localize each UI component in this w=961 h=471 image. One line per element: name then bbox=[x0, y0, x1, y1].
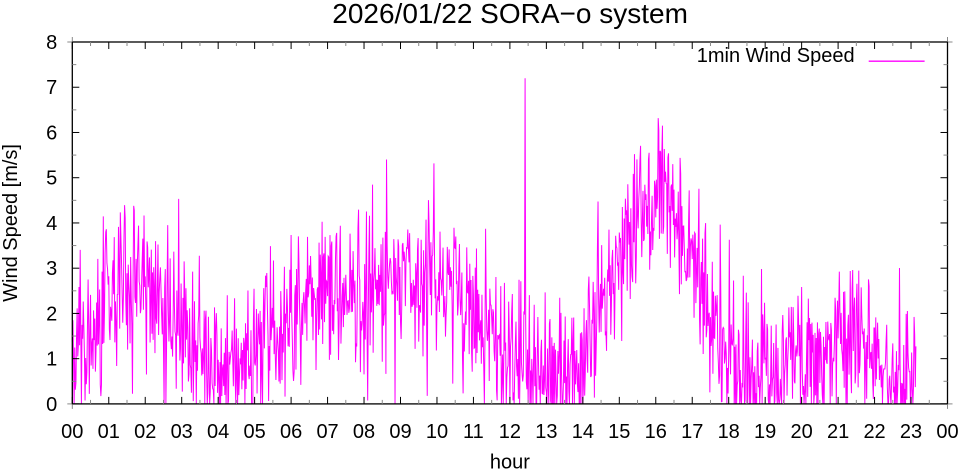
svg-text:01: 01 bbox=[98, 421, 120, 443]
svg-text:12: 12 bbox=[499, 421, 521, 443]
svg-text:Wind Speed [m/s]: Wind Speed [m/s] bbox=[0, 144, 22, 302]
svg-text:0: 0 bbox=[46, 394, 57, 416]
svg-text:2: 2 bbox=[46, 303, 57, 325]
svg-text:00: 00 bbox=[936, 421, 958, 443]
svg-text:17: 17 bbox=[681, 421, 703, 443]
svg-text:8: 8 bbox=[46, 32, 57, 54]
svg-text:23: 23 bbox=[900, 421, 922, 443]
svg-text:07: 07 bbox=[316, 421, 338, 443]
svg-text:02: 02 bbox=[134, 421, 156, 443]
svg-text:13: 13 bbox=[535, 421, 557, 443]
svg-text:04: 04 bbox=[207, 421, 229, 443]
svg-text:09: 09 bbox=[389, 421, 411, 443]
svg-text:1: 1 bbox=[46, 349, 57, 371]
svg-text:03: 03 bbox=[171, 421, 193, 443]
svg-text:22: 22 bbox=[863, 421, 885, 443]
svg-text:00: 00 bbox=[61, 421, 83, 443]
svg-text:19: 19 bbox=[754, 421, 776, 443]
svg-text:3: 3 bbox=[46, 258, 57, 280]
svg-text:11: 11 bbox=[463, 421, 484, 443]
svg-text:08: 08 bbox=[353, 421, 375, 443]
svg-text:05: 05 bbox=[244, 421, 266, 443]
svg-text:6: 6 bbox=[46, 122, 57, 144]
svg-text:2026/01/22 SORA−o system: 2026/01/22 SORA−o system bbox=[332, 0, 688, 29]
svg-text:10: 10 bbox=[426, 421, 448, 443]
svg-text:4: 4 bbox=[46, 213, 57, 235]
svg-text:18: 18 bbox=[718, 421, 740, 443]
svg-text:20: 20 bbox=[791, 421, 813, 443]
svg-text:16: 16 bbox=[645, 421, 667, 443]
svg-text:06: 06 bbox=[280, 421, 302, 443]
svg-text:7: 7 bbox=[46, 77, 57, 99]
svg-text:21: 21 bbox=[827, 421, 849, 443]
svg-text:hour: hour bbox=[490, 452, 530, 471]
svg-text:14: 14 bbox=[572, 421, 594, 443]
svg-text:1min Wind Speed: 1min Wind Speed bbox=[697, 45, 855, 67]
svg-text:5: 5 bbox=[46, 168, 57, 190]
svg-text:15: 15 bbox=[608, 421, 630, 443]
